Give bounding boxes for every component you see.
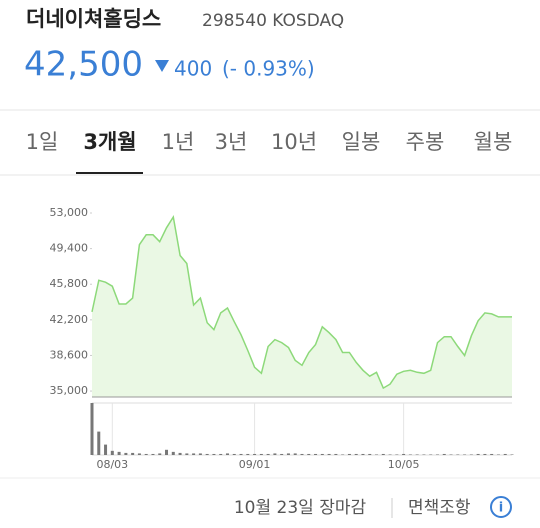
x-tick-label: 09/01 bbox=[239, 458, 271, 471]
volume-bar bbox=[144, 453, 148, 455]
volume-bar bbox=[381, 453, 385, 455]
volume-bar bbox=[476, 453, 480, 455]
volume-bar bbox=[503, 453, 507, 455]
tab[interactable]: 10년 bbox=[271, 130, 317, 154]
tab[interactable]: 일봉 bbox=[342, 130, 381, 154]
volume-bar bbox=[165, 449, 169, 455]
volume-bar bbox=[408, 454, 412, 455]
tab[interactable]: 월봉 bbox=[474, 130, 513, 154]
tab[interactable]: 1일 bbox=[26, 130, 59, 154]
volume-bar bbox=[104, 444, 108, 455]
volume-bar bbox=[456, 454, 460, 455]
volume-bar bbox=[110, 450, 114, 455]
info-icon[interactable] bbox=[490, 496, 512, 518]
disclaimer[interactable]: 면책조항 bbox=[408, 498, 471, 518]
volume-bar bbox=[347, 453, 351, 455]
x-tick-label: 10/05 bbox=[388, 458, 420, 471]
tab[interactable]: 주봉 bbox=[406, 130, 445, 154]
change: 400 bbox=[174, 57, 212, 81]
volume-bar bbox=[429, 454, 433, 455]
volume-bar bbox=[442, 453, 446, 455]
volume-bar bbox=[341, 454, 345, 455]
price-area bbox=[92, 217, 512, 397]
volume-bar bbox=[368, 453, 372, 455]
volume-bar bbox=[293, 453, 297, 455]
tab[interactable]: 3개월 bbox=[83, 130, 136, 154]
volume-bar bbox=[388, 454, 392, 455]
volume-bar bbox=[158, 453, 162, 455]
volume-bar bbox=[307, 453, 311, 455]
volume-bar bbox=[246, 453, 250, 455]
volume-bar bbox=[375, 454, 379, 455]
volume-bar bbox=[334, 453, 338, 455]
y-tick-label: 42,200 bbox=[50, 313, 89, 326]
volume-bar bbox=[219, 453, 223, 455]
volume-bar bbox=[490, 453, 494, 455]
price-line bbox=[91, 214, 512, 390]
change-pct: (- 0.93%) bbox=[222, 57, 315, 81]
volume-bar bbox=[90, 403, 94, 455]
volume-bar bbox=[469, 454, 473, 455]
volume-bar bbox=[354, 453, 358, 455]
price: 42,500 bbox=[24, 45, 143, 85]
x-tick-label: 08/03 bbox=[96, 458, 128, 471]
volume-bar bbox=[463, 454, 467, 455]
volume-bar bbox=[253, 453, 257, 455]
volume-bar bbox=[178, 452, 182, 455]
volume-bar bbox=[192, 453, 196, 455]
volume-bar bbox=[259, 453, 263, 455]
y-tick-label: 53,000 bbox=[50, 206, 89, 219]
volume-bar bbox=[300, 453, 304, 455]
volume-bar bbox=[151, 453, 155, 455]
volume-bar bbox=[239, 453, 243, 455]
volume-bar bbox=[97, 431, 101, 455]
volume-bar bbox=[361, 453, 365, 455]
volume-bar bbox=[395, 454, 399, 455]
volume-bar bbox=[435, 454, 439, 455]
volume-bar bbox=[449, 454, 453, 455]
volume-bar bbox=[205, 453, 209, 455]
volume-bar bbox=[286, 453, 290, 455]
volume-bar bbox=[131, 452, 135, 455]
volume-bar bbox=[171, 451, 175, 455]
tab[interactable]: 1년 bbox=[162, 130, 195, 154]
y-tick-label: 49,400 bbox=[50, 242, 89, 255]
volume-bar bbox=[280, 453, 284, 455]
volume-bar bbox=[212, 453, 216, 455]
volume-bar bbox=[314, 453, 318, 455]
market-status: 10월 23일 장마감 bbox=[234, 498, 367, 518]
volume-bar bbox=[327, 453, 331, 455]
volume-bar bbox=[320, 453, 324, 455]
volume-bar bbox=[510, 454, 514, 455]
y-tick-label: 38,600 bbox=[50, 348, 89, 361]
volume-bar bbox=[198, 453, 202, 455]
info-icon-glyph: i bbox=[499, 501, 503, 516]
volume-bar bbox=[225, 453, 229, 455]
volume-bar bbox=[402, 453, 406, 455]
volume-bar bbox=[117, 451, 121, 455]
volume-bar bbox=[266, 453, 270, 455]
volume-bar bbox=[273, 453, 277, 455]
y-tick-label: 35,000 bbox=[50, 384, 89, 397]
volume-bar bbox=[137, 453, 141, 455]
volume-bar bbox=[422, 454, 426, 455]
down-arrow bbox=[155, 60, 169, 72]
tab[interactable]: 3년 bbox=[215, 130, 248, 154]
stock-name: 더네이쳐홀딩스 bbox=[26, 7, 161, 31]
stock-code: 298540 KOSDAQ bbox=[202, 11, 344, 31]
volume-bar bbox=[185, 453, 189, 455]
volume-bar bbox=[496, 454, 500, 455]
volume-bar bbox=[415, 454, 419, 455]
y-tick-label: 45,800 bbox=[50, 277, 89, 290]
volume-bar bbox=[483, 453, 487, 455]
volume-bar bbox=[124, 452, 128, 455]
volume-bar bbox=[232, 453, 236, 455]
